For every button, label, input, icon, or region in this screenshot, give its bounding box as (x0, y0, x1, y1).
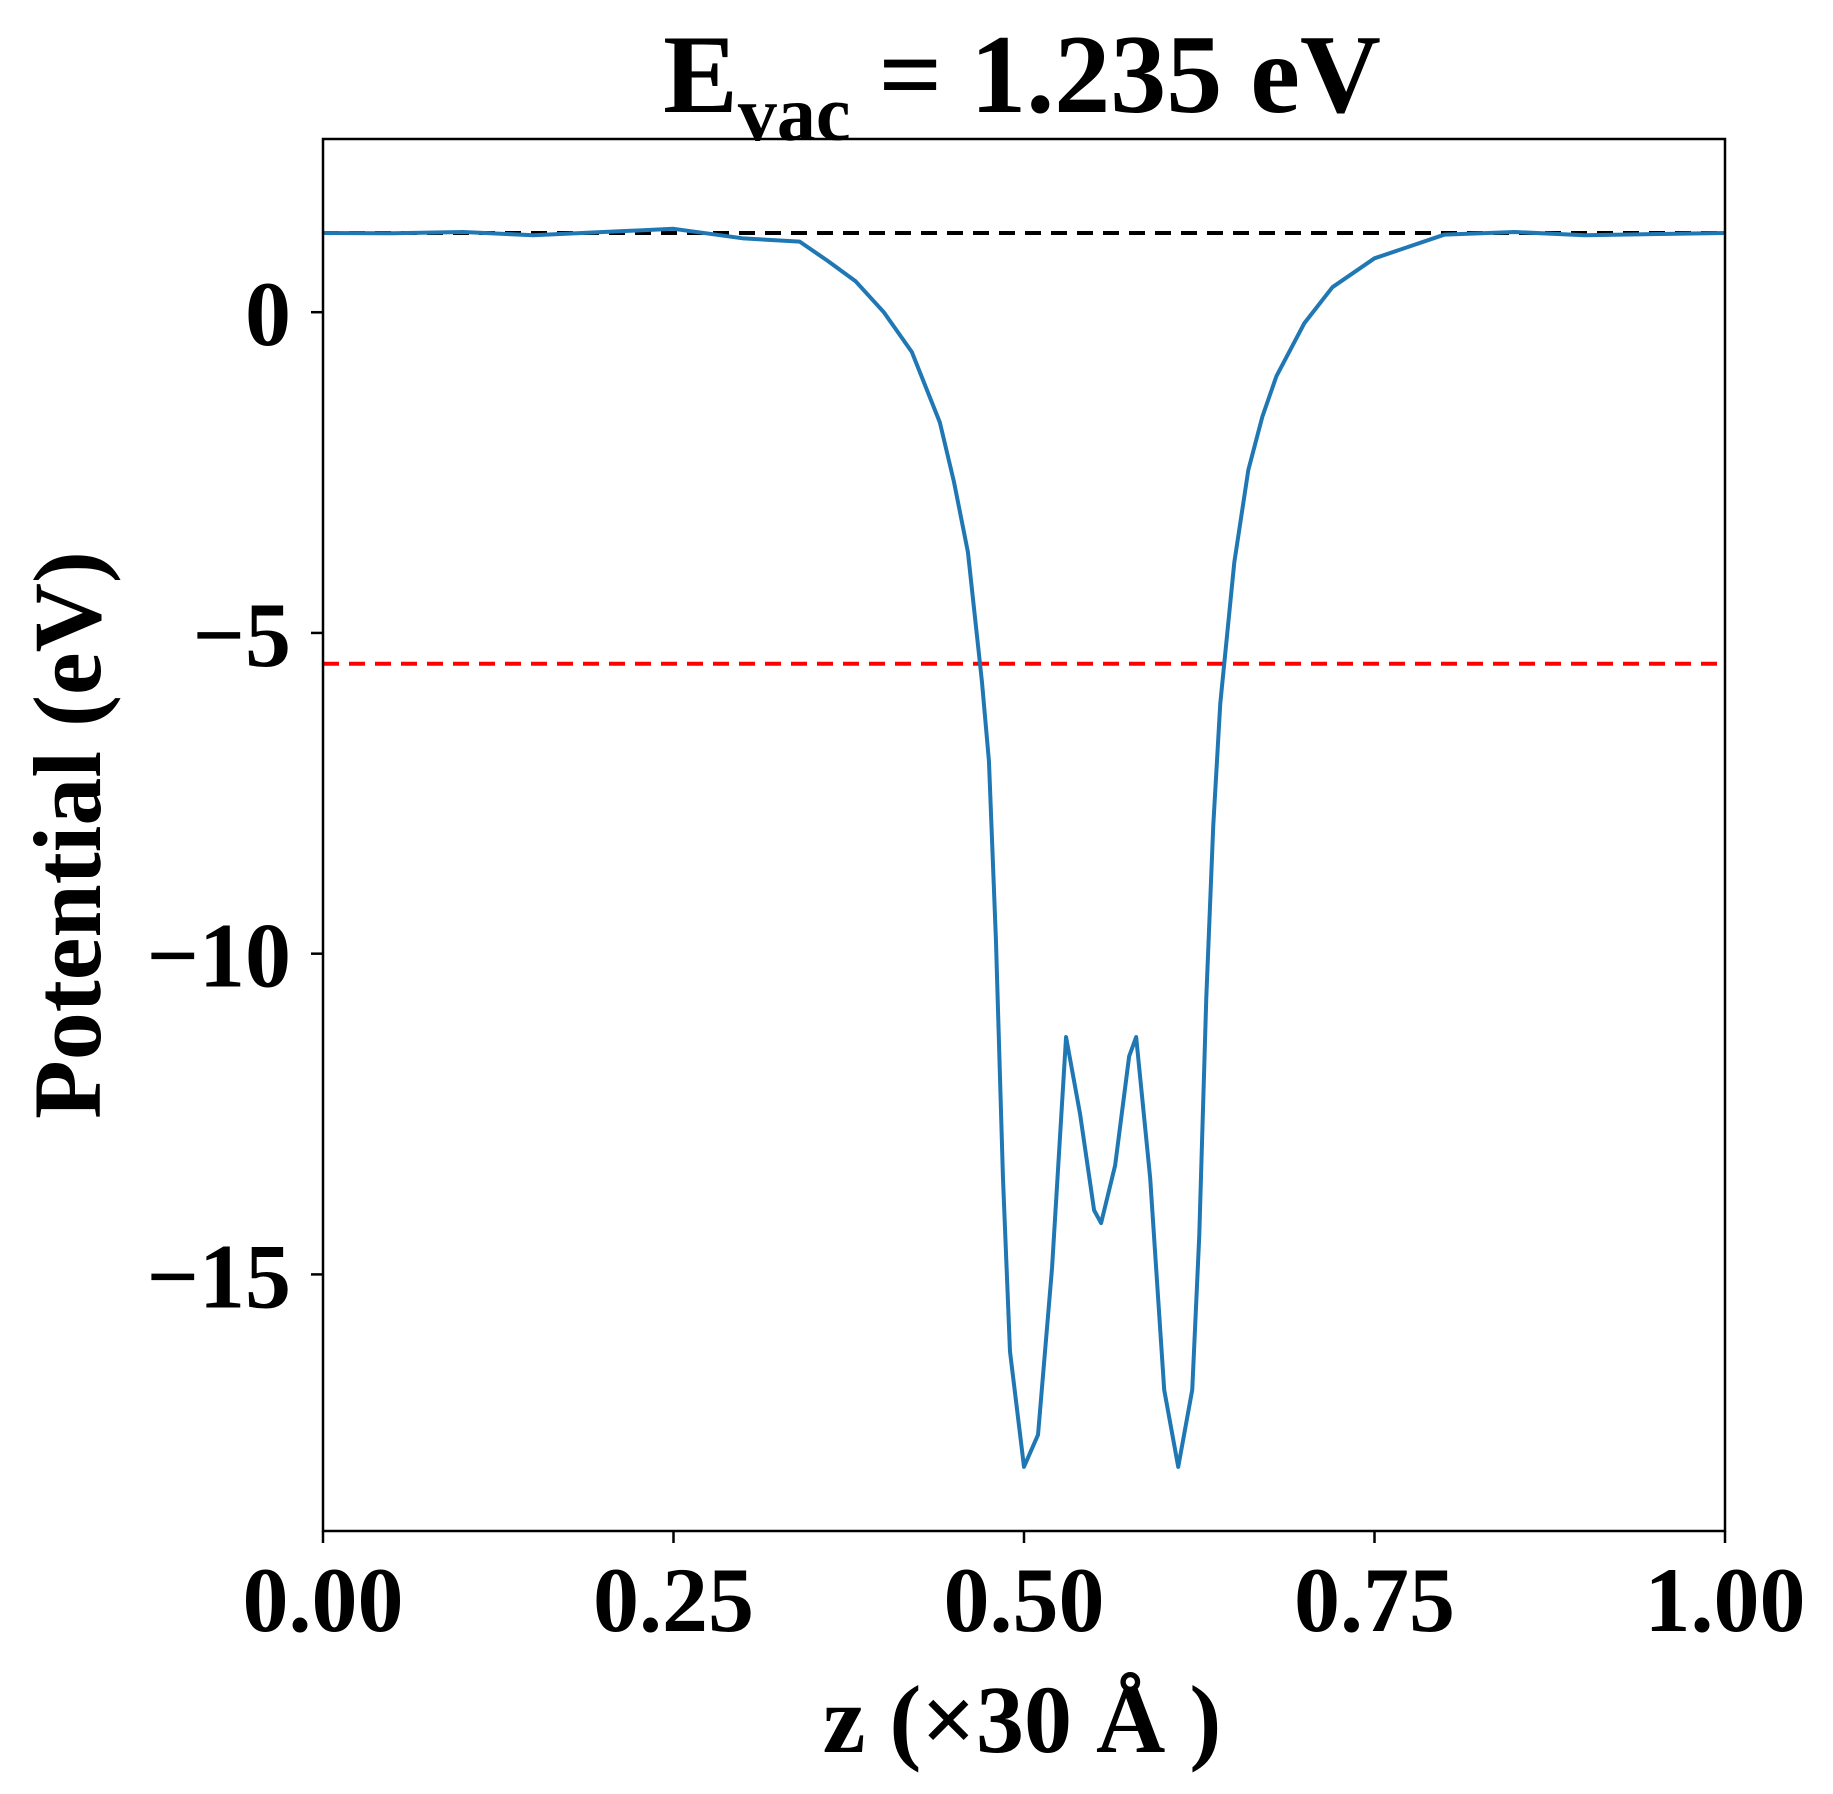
y-tick-label: −5 (193, 584, 291, 686)
x-tick-label: 0.25 (593, 1549, 754, 1651)
x-tick-label: 0.75 (1294, 1549, 1455, 1651)
y-tick-label: −10 (147, 905, 291, 1007)
title-sub: vac (738, 70, 851, 157)
potential-line (322, 226, 1726, 1469)
x-axis-label: z (×30 Å ) (823, 1666, 1222, 1773)
chart-title: Evac = 1.235 eV (663, 13, 1381, 157)
x-tick-label: 1.00 (1645, 1549, 1806, 1651)
y-axis-label: Potential (eV) (14, 551, 121, 1119)
plot-frame (321, 137, 1727, 1533)
x-tick-label: 0.50 (944, 1549, 1105, 1651)
y-tick-label: 0 (245, 263, 291, 365)
x-tick-label: 0.00 (243, 1549, 404, 1651)
y-tick-label: −15 (147, 1225, 291, 1327)
title-main: E (663, 13, 738, 137)
title-rest: = 1.235 eV (850, 13, 1380, 137)
